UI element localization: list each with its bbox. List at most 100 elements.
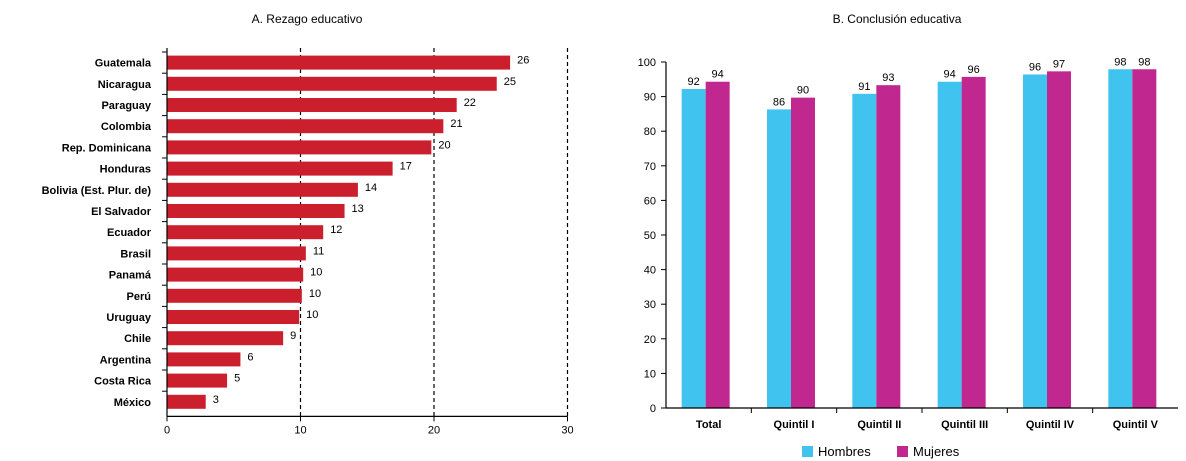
chart-b-bar-mujeres — [1047, 71, 1071, 408]
chart-a-bar — [167, 310, 300, 324]
chart-a-axes: 0 10 20 30 — [162, 48, 574, 436]
chart-a-category-label: Argentina — [100, 354, 152, 366]
chart-b-data-label: 96 — [968, 64, 980, 76]
chart-b-data-label: 97 — [1053, 58, 1065, 70]
chart-a-data-label: 10 — [310, 267, 322, 279]
chart-a-data-label: 13 — [352, 203, 364, 215]
chart-a-category-label: Uruguay — [106, 312, 152, 324]
chart-b-data-label: 86 — [773, 96, 785, 108]
chart-b-bar-hombres — [1108, 69, 1133, 409]
chart-a-category-label: El Salvador — [91, 206, 152, 218]
chart-a-data-label: 14 — [365, 182, 377, 194]
chart-a-category-label: Paraguay — [101, 100, 151, 112]
chart-a-data-label: 10 — [309, 288, 321, 300]
chart-b-title: B. Conclusión educativa — [833, 12, 962, 26]
chart-b-data-label: 98 — [1114, 56, 1126, 68]
chart-b-category-label: Quintil IV — [1026, 419, 1075, 431]
chart-a-x-tick-label: 30 — [561, 424, 573, 436]
chart-a-data-label: 6 — [247, 351, 253, 363]
chart-a-data-label: 25 — [504, 76, 516, 88]
chart-a-title: A. Rezago educativo — [252, 12, 363, 26]
chart-b-legend-swatch — [802, 446, 813, 457]
chart-b-data-label: 94 — [712, 69, 724, 81]
chart-a-category-label: México — [114, 397, 152, 409]
chart-b-axes: Total Quintil I Quintil II Quintil III Quint… — [638, 57, 1178, 431]
chart-a-bar — [167, 267, 304, 282]
chart-b-data-label: 94 — [944, 69, 956, 81]
chart-a-bar — [167, 55, 511, 70]
chart-a-data-label: 10 — [306, 309, 318, 321]
chart-b-bar-mujeres — [961, 76, 986, 409]
chart-b-y-tick-label: 40 — [644, 265, 656, 277]
chart-a-category-label: Perú — [127, 291, 151, 303]
chart-a-data-label: 11 — [313, 245, 324, 257]
chart-b-data-label: 90 — [797, 85, 809, 97]
chart-a-category-label: Rep. Dominicana — [62, 142, 152, 154]
chart-b-bar-hombres — [681, 88, 706, 408]
chart-b-bar-mujeres — [1132, 69, 1157, 409]
chart-a-rezago-educativo: A. Rezago educativo Guatemala 26 Nicaragua… — [42, 12, 574, 436]
chart-b-bar-mujeres — [791, 97, 815, 408]
chart-a-bar — [167, 331, 284, 346]
chart-a-bar — [167, 204, 345, 218]
chart-a-data-label: 9 — [290, 330, 296, 342]
chart-b-y-tick-label: 100 — [638, 57, 656, 69]
chart-a-category-label: Guatemala — [95, 58, 152, 70]
chart-b-bar-hombres — [852, 93, 877, 408]
chart-a-bar — [167, 394, 206, 409]
chart-b-category-label: Total — [696, 419, 721, 431]
chart-a-bar — [167, 352, 241, 367]
chart-b-y-tick-label: 10 — [644, 368, 656, 380]
chart-a-category-label: Brasil — [120, 248, 151, 260]
chart-a-x-tick-label: 20 — [428, 424, 440, 436]
chart-b-legend: Hombres Mujeres — [802, 444, 960, 459]
chart-b-y-tick-label: 0 — [650, 403, 656, 415]
chart-a-category-label: Honduras — [100, 164, 151, 176]
chart-b-category-label: Quintil I — [774, 419, 815, 431]
chart-b-category-label: Quintil II — [857, 419, 901, 431]
chart-b-category-label: Quintil V — [1113, 419, 1159, 431]
chart-b-category-label: Quintil III — [941, 419, 988, 431]
chart-b-bar-hombres — [767, 109, 791, 408]
chart-a-bar — [167, 119, 444, 134]
chart-a-bar — [167, 161, 393, 176]
chart-b-y-tick-label: 90 — [644, 92, 656, 104]
chart-b-data-label: 92 — [688, 76, 700, 88]
chart-a-category-label: Ecuador — [107, 227, 152, 239]
chart-a-bars: Guatemala 26 Nicaragua 25 Paraguay 22 Colombia… — [42, 55, 529, 409]
chart-a-category-label: Nicaragua — [98, 79, 152, 91]
chart-a-bar — [167, 140, 432, 155]
chart-a-bar — [167, 373, 228, 388]
chart-a-bar — [167, 246, 306, 261]
chart-b-data-label: 93 — [882, 72, 894, 84]
chart-b-bar-hombres — [937, 81, 962, 409]
chart-a-data-label: 21 — [450, 118, 462, 130]
chart-a-data-label: 17 — [400, 161, 412, 173]
chart-a-data-label: 26 — [517, 55, 529, 67]
chart-b-y-tick-label: 70 — [644, 161, 656, 173]
chart-a-data-label: 20 — [438, 139, 450, 151]
chart-b-bars: 92 94 86 90 91 93 94 96 96 97 98 98 — [681, 56, 1157, 409]
chart-a-bar — [167, 182, 358, 197]
chart-b-data-label: 91 — [858, 81, 870, 93]
chart-b-data-label: 96 — [1029, 61, 1041, 73]
chart-b-legend-swatch — [897, 446, 908, 457]
chart-b-data-label: 98 — [1138, 56, 1150, 68]
chart-a-bar — [167, 288, 302, 303]
chart-b-legend-label: Hombres — [818, 444, 871, 459]
chart-a-bar — [167, 76, 497, 91]
chart-b-y-tick-label: 60 — [644, 195, 656, 207]
chart-b-y-tick-label: 80 — [644, 126, 656, 138]
chart-a-bar — [167, 98, 457, 112]
chart-a-category-label: Chile — [124, 333, 151, 345]
chart-a-category-label: Panamá — [109, 270, 152, 282]
chart-a-category-label: Bolivia (Est. Plur. de) — [42, 185, 152, 197]
chart-b-bar-mujeres — [705, 81, 730, 409]
chart-a-data-label: 12 — [330, 224, 342, 236]
chart-a-category-label: Colombia — [101, 121, 152, 133]
chart-b-y-tick-label: 20 — [644, 334, 656, 346]
chart-b-y-tick-label: 50 — [644, 230, 656, 242]
chart-a-x-tick-label: 0 — [164, 424, 170, 436]
chart-b-legend-label: Mujeres — [913, 444, 960, 459]
chart-a-x-tick-label: 10 — [294, 424, 306, 436]
